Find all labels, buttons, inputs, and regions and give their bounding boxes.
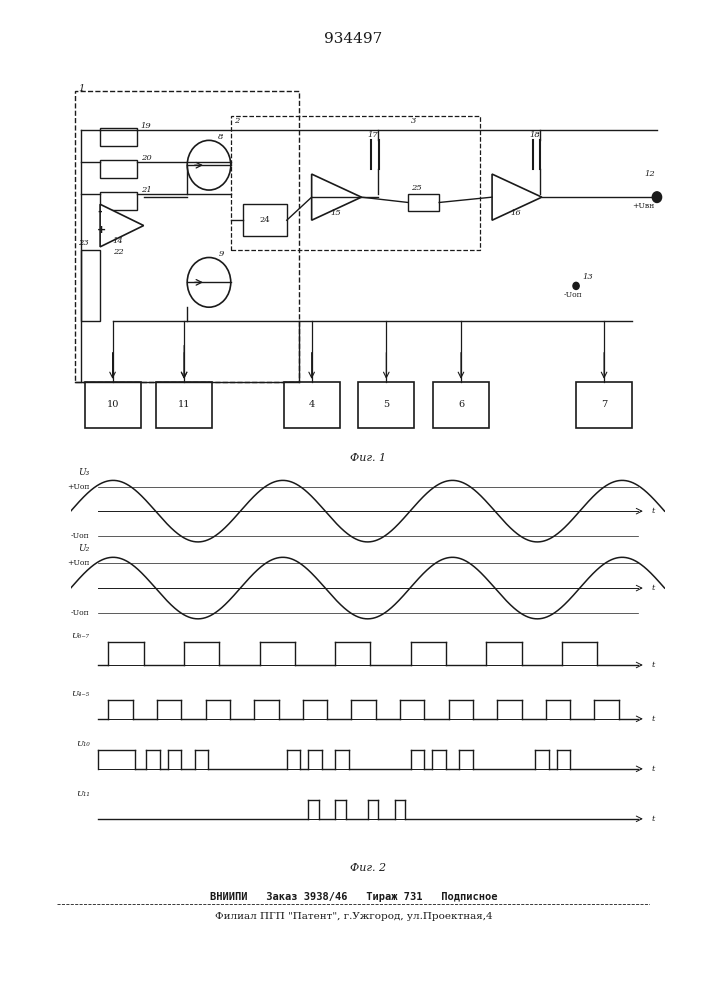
Text: t: t (651, 715, 655, 723)
Text: 12: 12 (645, 170, 655, 178)
Text: 20: 20 (141, 154, 151, 162)
Circle shape (187, 140, 230, 190)
Text: +: + (97, 225, 106, 235)
Text: 17: 17 (368, 131, 378, 139)
Text: 934497: 934497 (325, 32, 382, 46)
Text: 23: 23 (78, 239, 89, 247)
Bar (85, 382, 141, 428)
Text: 5: 5 (383, 400, 390, 409)
Text: Фиг. 2: Фиг. 2 (349, 863, 386, 873)
Bar (100, 160, 137, 178)
Bar (284, 382, 339, 428)
Circle shape (187, 257, 230, 307)
Text: 4: 4 (308, 400, 315, 409)
Polygon shape (492, 174, 542, 220)
Text: 25: 25 (411, 184, 422, 192)
Text: 16: 16 (510, 209, 522, 217)
Text: U₄₋₅: U₄₋₅ (71, 690, 90, 698)
Text: t: t (651, 815, 655, 823)
Text: 9: 9 (218, 250, 223, 258)
Bar (408, 194, 439, 211)
Text: 10: 10 (106, 400, 119, 409)
Text: 6: 6 (458, 400, 464, 409)
Text: t: t (651, 584, 655, 592)
Bar (75, 91, 299, 382)
Text: 1: 1 (78, 84, 85, 93)
Text: +Uоп: +Uоп (67, 559, 90, 567)
Bar (576, 382, 632, 428)
Text: +Uоп: +Uоп (67, 483, 90, 491)
Text: 2: 2 (234, 117, 239, 125)
Text: U₃: U₃ (78, 468, 90, 477)
Text: 8: 8 (218, 133, 223, 141)
Polygon shape (100, 204, 144, 247)
Text: ВНИИПИ   Заказ 3938/46   Тираж 731   Подписное: ВНИИПИ Заказ 3938/46 Тираж 731 Подписное (210, 892, 497, 902)
Polygon shape (312, 174, 361, 220)
Text: 22: 22 (112, 248, 123, 256)
Circle shape (573, 282, 579, 289)
Text: t: t (651, 661, 655, 669)
Text: Фиг. 1: Фиг. 1 (349, 453, 386, 463)
Text: -Uоп: -Uоп (71, 609, 90, 617)
Text: 19: 19 (141, 122, 151, 130)
Text: Филиал ПГП "Патент", г.Ужгород, ул.Проектная,4: Филиал ПГП "Патент", г.Ужгород, ул.Проек… (215, 912, 492, 921)
Text: U₁₀: U₁₀ (76, 740, 90, 748)
Text: -: - (97, 207, 102, 217)
Text: 18: 18 (530, 131, 540, 139)
Text: U₆₋₇: U₆₋₇ (71, 632, 90, 640)
Text: 11: 11 (178, 400, 190, 409)
Bar (230, 116, 479, 250)
Text: U₁₁: U₁₁ (76, 790, 90, 798)
Circle shape (653, 192, 662, 202)
Bar (156, 382, 212, 428)
Text: 21: 21 (141, 186, 151, 194)
Text: 7: 7 (601, 400, 607, 409)
Bar (358, 382, 414, 428)
Text: +Uвн: +Uвн (632, 202, 654, 210)
Text: 3: 3 (411, 117, 416, 125)
Text: -Uоп: -Uоп (563, 291, 583, 299)
Text: 14: 14 (112, 237, 123, 245)
Text: -Uоп: -Uоп (71, 532, 90, 540)
Bar (243, 204, 287, 236)
Text: t: t (651, 507, 655, 515)
Text: U₂: U₂ (78, 544, 90, 553)
Text: 24: 24 (259, 216, 270, 224)
Bar (81, 250, 100, 321)
Bar (100, 128, 137, 146)
Text: 15: 15 (330, 209, 341, 217)
Text: t: t (651, 765, 655, 773)
Bar (100, 192, 137, 210)
Text: 13: 13 (583, 273, 593, 281)
Bar (433, 382, 489, 428)
